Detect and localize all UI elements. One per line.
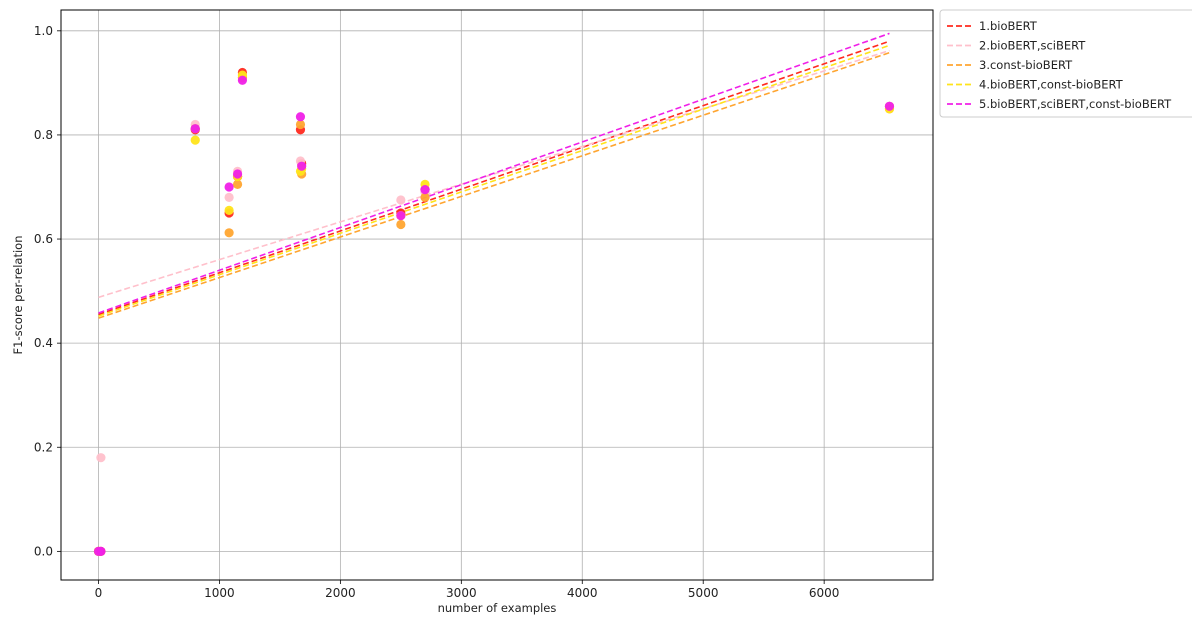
y-tick-label: 0.2 <box>34 440 53 454</box>
x-tick-label: 3000 <box>446 586 477 600</box>
x-axis-label: number of examples <box>438 601 557 615</box>
grid <box>61 10 933 580</box>
trend-line <box>98 44 890 317</box>
data-point <box>420 184 430 195</box>
data-point <box>96 453 106 463</box>
data-point <box>224 182 234 192</box>
data-point <box>224 228 234 238</box>
trend-line <box>98 51 890 319</box>
trend-line <box>98 32 890 314</box>
data-point <box>232 169 243 179</box>
data-point <box>232 179 243 189</box>
data-point <box>396 195 406 205</box>
legend-label: 3.const-bioBERT <box>979 58 1073 72</box>
legend: 1.bioBERT 2.bioBERT,sciBERT 3.const-bioBER… <box>939 9 1192 118</box>
data-point <box>224 205 234 216</box>
y-axis-label: F1-score per-relation <box>11 236 25 355</box>
data-point <box>396 219 406 230</box>
data-point <box>396 211 406 221</box>
y-tick-label: 0.0 <box>34 544 53 558</box>
x-tick-label: 2000 <box>325 586 356 600</box>
legend-box <box>939 9 1192 118</box>
data-points <box>93 67 895 556</box>
x-tick-label: 1000 <box>204 586 235 600</box>
data-point <box>224 192 234 202</box>
y-tick-label: 0.6 <box>34 232 53 246</box>
y-tick-label: 0.8 <box>34 128 53 142</box>
data-point <box>190 124 200 134</box>
data-point <box>190 135 200 145</box>
legend-label: 2.bioBERT,sciBERT <box>979 39 1086 53</box>
trend-line <box>98 40 890 316</box>
x-tick-label: 5000 <box>688 586 719 600</box>
data-point <box>295 112 306 122</box>
legend-label: 1.bioBERT <box>979 19 1038 33</box>
y-tick-label: 0.4 <box>34 336 53 350</box>
data-point <box>884 101 895 111</box>
x-tick-label: 0 <box>95 586 103 600</box>
data-point <box>295 119 306 130</box>
legend-label: 4.bioBERT,const-bioBERT <box>979 78 1124 92</box>
data-point <box>420 192 430 202</box>
axis-ticks: 0 1000 2000 3000 4000 5000 6000 0.0 0.2 0.4 0.6 0.8… <box>34 24 840 600</box>
plot-frame <box>60 9 934 581</box>
x-tick-label: 4000 <box>567 586 598 600</box>
data-point <box>237 75 248 85</box>
legend-label: 5.bioBERT,sciBERT,const-bioBERT <box>979 97 1172 111</box>
trend-lines <box>98 32 890 319</box>
x-tick-label: 6000 <box>809 586 840 600</box>
data-point <box>297 161 307 171</box>
data-point <box>96 546 106 556</box>
y-tick-label: 1.0 <box>34 24 53 38</box>
